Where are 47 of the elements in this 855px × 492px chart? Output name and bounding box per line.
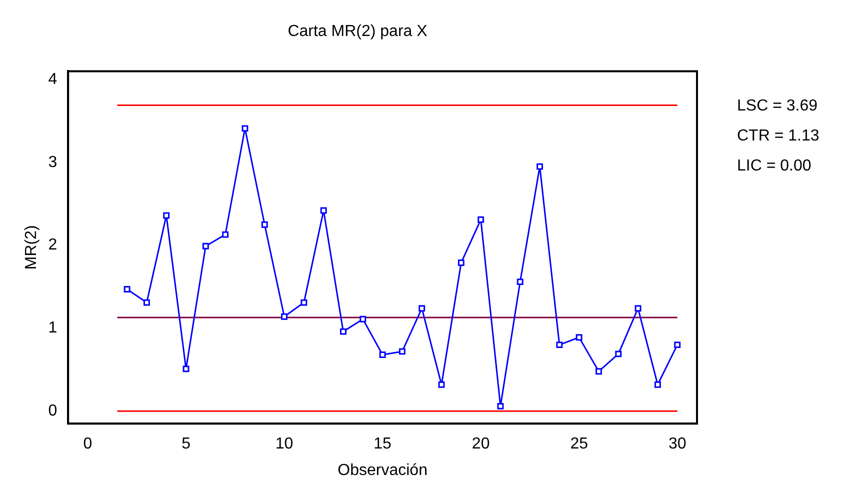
x-tick-label: 0 (83, 436, 92, 453)
point (458, 260, 464, 266)
point (576, 334, 582, 341)
point (556, 342, 563, 348)
text: CTR = 1.13 (737, 128, 820, 145)
point (143, 299, 150, 306)
point (398, 348, 406, 355)
point (478, 216, 484, 223)
point (497, 402, 504, 410)
point (124, 286, 130, 292)
x-tick-label: 10 (275, 436, 294, 453)
point (596, 368, 602, 375)
point (202, 242, 209, 250)
chart-title: Carta MR(2) para X (288, 23, 428, 40)
y-tick-label: 1 (48, 320, 58, 337)
point (516, 278, 524, 286)
point (163, 212, 170, 219)
x-tick-label: 30 (668, 436, 686, 453)
text: LSC = 3.69 (737, 98, 818, 115)
point (261, 221, 268, 228)
point (300, 299, 308, 306)
point (654, 381, 661, 388)
point (536, 163, 543, 170)
y-tick-label: 4 (48, 70, 58, 88)
x-tick-label: 15 (374, 436, 392, 453)
point (182, 366, 190, 372)
point (242, 125, 248, 132)
y-axis-title: MR(2) (23, 225, 40, 270)
x-axis-title: Observación (338, 462, 428, 479)
point (674, 342, 681, 348)
point (634, 305, 642, 312)
point (360, 316, 366, 322)
point (340, 328, 346, 335)
point (379, 352, 386, 358)
y-tick-label: 2 (48, 236, 58, 254)
x-tick-label: 5 (182, 436, 191, 453)
point (222, 231, 229, 238)
point (281, 313, 288, 320)
point (320, 207, 327, 214)
point (438, 381, 445, 388)
y-tick-label: 3 (48, 154, 58, 171)
x-tick-label: 25 (570, 436, 588, 453)
text: LIC = 0.00 (737, 158, 812, 175)
point (615, 350, 622, 358)
point (418, 305, 426, 312)
y-tick-label: 0 (48, 402, 58, 420)
x-tick-label: 20 (472, 436, 490, 453)
